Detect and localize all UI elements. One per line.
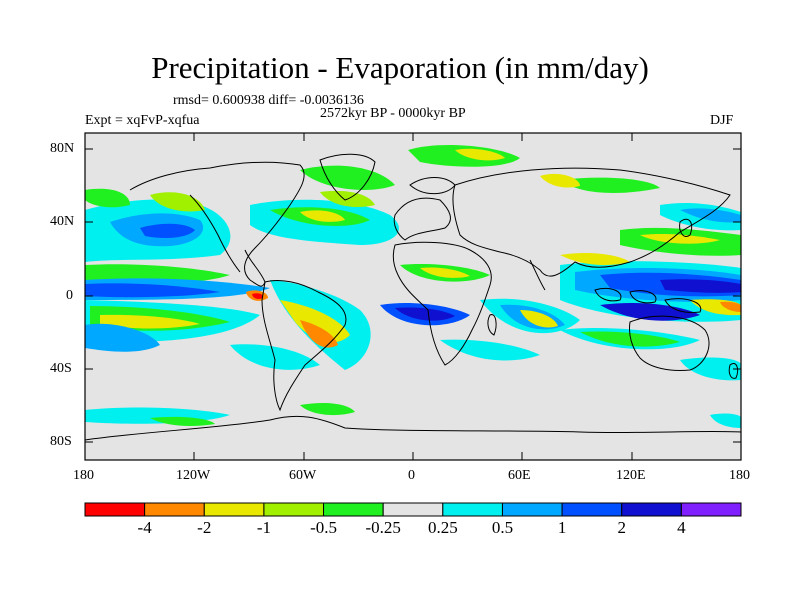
colorbar-swatch-2 [203,502,265,517]
lat-label-40n: 40N [50,214,75,229]
colorbar-label: 1 [557,518,567,537]
colorbar-swatch-8 [561,502,623,517]
stats-label: rmsd= 0.600938 diff= -0.0036136 [173,93,364,108]
colorbar-swatch-4 [323,502,384,517]
colorbar-label: 4 [677,518,686,537]
colorbar-swatch-7 [501,502,563,517]
colorbar-swatch-1 [144,502,205,517]
lon-label-180e: 180 [729,468,750,483]
colorbar-label: -0.25 [365,518,401,537]
lon-label-0: 0 [408,468,415,483]
colorbar [84,502,742,517]
colorbar-label: 2 [617,518,626,537]
colorbar-label: -4 [137,518,152,537]
colorbar-swatch-10 [680,502,742,517]
colorbar-swatch-6 [442,502,503,517]
lat-label-80n: 80N [50,141,75,156]
colorbar-label: -0.5 [310,518,337,537]
colorbar-label: 0.25 [427,518,458,537]
lat-label-0: 0 [66,288,73,303]
period-label: 2572kyr BP - 0000kyr BP [320,106,466,121]
lat-ticks [85,148,741,443]
lat-label-40s: 40S [50,361,72,376]
colorbar-swatch-0 [84,502,146,517]
lon-label-180w: 180 [73,468,94,483]
colorbar-swatch-5 [382,502,444,517]
lon-label-120w: 120W [176,468,211,483]
pe-field [85,144,741,428]
lon-label-120e: 120E [616,468,646,483]
experiment-label: Expt = xqFvP-xqfua [85,113,200,128]
lon-ticks [84,133,742,460]
season-label: DJF [710,113,734,128]
colorbar-label: 0.5 [491,518,514,537]
chart-title: Precipitation - Evaporation (in mm/day) [151,50,649,85]
lon-label-60e: 60E [508,468,531,483]
lat-label-80s: 80S [50,434,72,449]
lon-label-60w: 60W [289,468,317,483]
colorbar-label: -2 [197,518,212,537]
colorbar-swatch-3 [263,502,325,517]
colorbar-swatch-9 [621,502,682,517]
colorbar-label: -1 [256,518,271,537]
coastlines [85,153,741,441]
